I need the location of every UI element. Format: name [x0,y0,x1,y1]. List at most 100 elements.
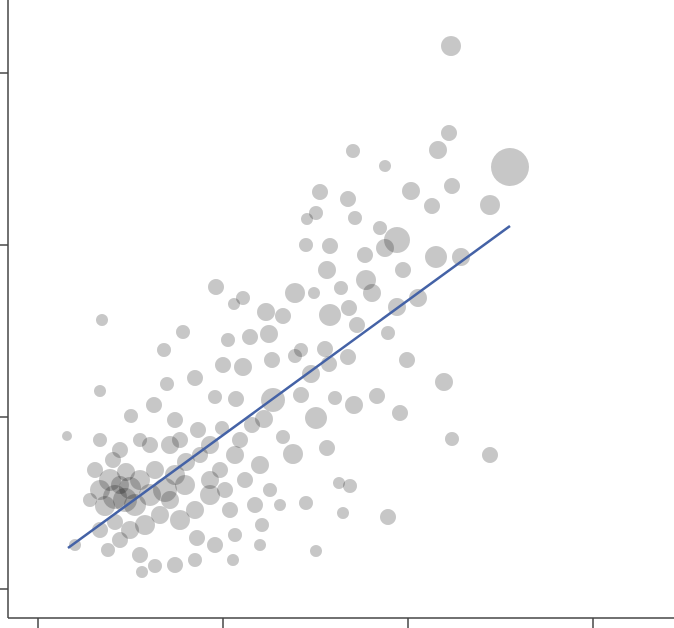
point [117,463,135,481]
point [399,352,415,368]
point [299,496,313,510]
point [139,484,161,506]
point [255,518,269,532]
point [165,465,185,485]
point [395,262,411,278]
point [283,444,303,464]
point [112,442,128,458]
point [263,483,277,497]
point [124,409,138,423]
point [343,479,357,493]
point [83,493,97,507]
point [346,144,360,158]
point [260,325,278,343]
point [228,528,242,542]
point [93,433,107,447]
point [312,184,328,200]
point [334,281,348,295]
point [133,433,147,447]
point [429,141,447,159]
point [348,211,362,225]
point [175,475,195,495]
point [337,507,349,519]
point [276,430,290,444]
point [236,291,250,305]
point [161,491,179,509]
point [221,333,235,347]
point [94,385,106,397]
point [190,422,206,438]
point [146,461,164,479]
point [176,325,190,339]
point [345,396,363,414]
point [340,349,356,365]
point [285,283,305,303]
point [232,432,248,448]
point [424,198,440,214]
point [384,227,410,253]
point [87,462,103,478]
point [363,284,381,302]
point [188,553,202,567]
point [90,480,110,500]
point [146,397,162,413]
point [92,522,108,538]
point [160,377,174,391]
point [444,178,460,194]
point [121,521,139,539]
point [328,391,342,405]
point [309,206,323,220]
point [217,482,233,498]
point [208,390,222,404]
point [135,515,155,535]
point [124,494,146,516]
point [186,501,204,519]
point [170,510,190,530]
point [130,470,150,490]
point [228,391,244,407]
point [192,447,208,463]
point [161,436,179,454]
trend-line [67,224,511,550]
point [222,502,238,518]
point [189,530,205,546]
point [294,343,308,357]
point [402,182,420,200]
point [452,248,470,266]
point [305,407,327,429]
point [101,543,115,557]
point [356,270,376,290]
point [96,314,108,326]
point [237,472,253,488]
point [113,488,137,512]
point [244,417,260,433]
point [299,238,313,252]
point [153,478,177,502]
point [341,300,357,316]
point [157,343,171,357]
point [409,289,427,307]
point [95,496,115,516]
point [215,421,229,435]
point [441,125,457,141]
point [167,557,183,573]
point [491,148,529,186]
point [310,545,322,557]
point [373,221,387,235]
point [234,358,252,376]
point [62,431,72,441]
point [379,160,391,172]
point [275,308,291,324]
point [349,317,365,333]
point [200,485,220,505]
point [376,239,394,257]
point [381,326,395,340]
point [254,539,266,551]
point [301,213,313,225]
point [151,506,169,524]
point [319,304,341,326]
point [251,456,269,474]
point [215,357,231,373]
